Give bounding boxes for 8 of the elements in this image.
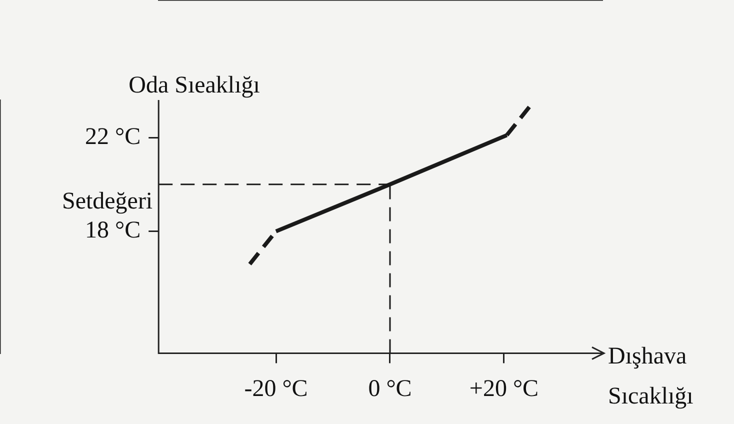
x-tick-label: 0 °C — [368, 376, 412, 402]
x-tick-label: +20 °C — [469, 376, 539, 402]
x-tick-label: -20 °C — [244, 376, 308, 402]
y-tick-label: 22 °C — [84, 124, 141, 150]
ref-line-label: Setdeğeri — [62, 188, 153, 215]
x-axis-title: Dışhava Sıcaklığı — [608, 343, 694, 410]
y-axis-title: Oda Sıeaklığı — [128, 72, 260, 98]
y-tick-label: 18 °C — [84, 218, 141, 244]
